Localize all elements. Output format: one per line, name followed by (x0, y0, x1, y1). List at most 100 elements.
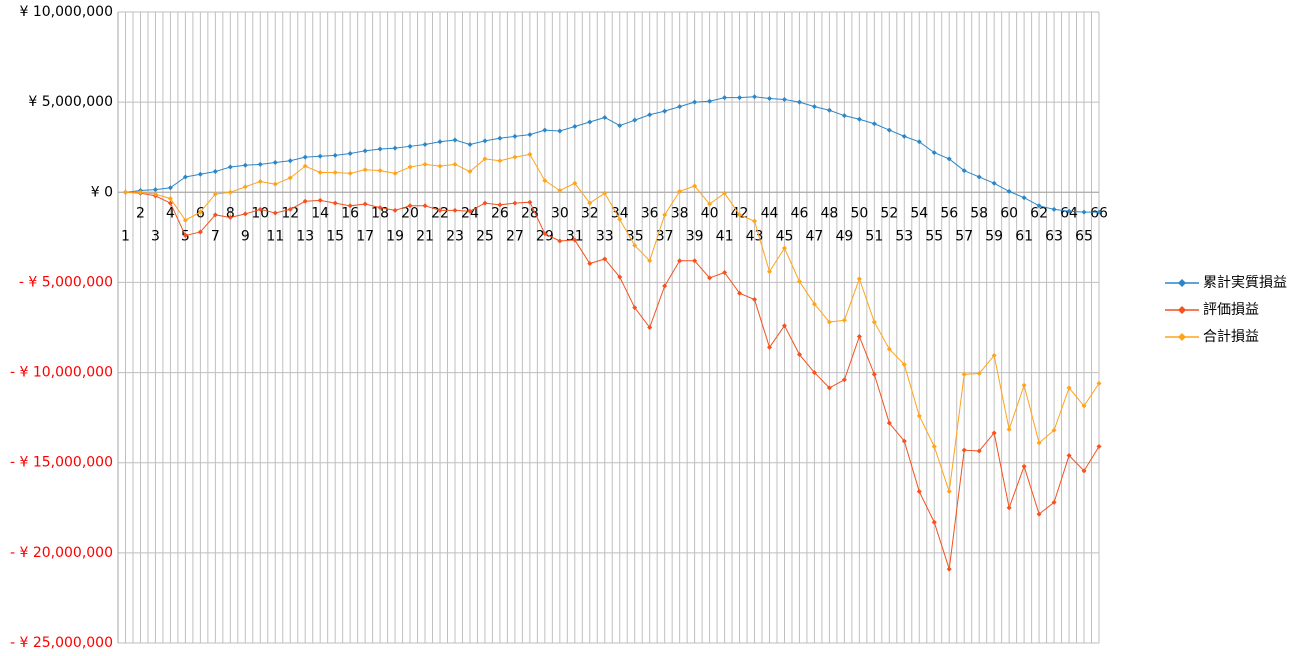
x-tick-label: 18 (371, 205, 389, 221)
data-point (377, 146, 383, 152)
y-tick-label: - ¥ 25,000,000 (10, 635, 113, 651)
data-point (722, 190, 728, 196)
data-point (752, 218, 758, 224)
x-tick-label: 3 (151, 228, 160, 244)
data-point (182, 174, 188, 180)
x-tick-label: 60 (1000, 205, 1018, 221)
data-point (1051, 206, 1057, 212)
data-point (272, 160, 278, 166)
data-point (991, 180, 997, 186)
data-point (452, 207, 458, 213)
x-tick-label: 28 (521, 205, 539, 221)
x-tick-label: 59 (985, 228, 1003, 244)
data-point (362, 201, 368, 207)
data-point (527, 132, 533, 138)
data-point (227, 189, 233, 195)
x-tick-label: 49 (835, 228, 853, 244)
data-point (122, 189, 128, 195)
data-point (737, 95, 743, 101)
data-point (467, 208, 473, 214)
data-point (227, 215, 233, 221)
data-point (242, 184, 248, 190)
series-line (125, 191, 1100, 570)
x-tick-label: 2 (136, 205, 145, 221)
x-tick-label: 34 (611, 205, 629, 221)
data-point (886, 346, 892, 352)
x-tick-label: 43 (746, 228, 764, 244)
data-point (737, 290, 743, 296)
y-tick-label: - ¥ 10,000,000 (10, 365, 113, 381)
data-point (1081, 468, 1087, 474)
x-tick-label: 33 (596, 228, 614, 244)
data-point (587, 119, 593, 125)
data-point (647, 112, 653, 118)
data-point (317, 153, 323, 159)
data-point (811, 104, 817, 110)
data-point (871, 121, 877, 127)
data-point (991, 352, 997, 358)
x-tick-label: 12 (281, 205, 299, 221)
data-point (826, 107, 832, 113)
data-point (482, 138, 488, 144)
data-point (602, 114, 608, 120)
x-tick-label: 44 (761, 205, 779, 221)
data-point (167, 185, 173, 191)
data-point (841, 317, 847, 323)
x-tick-label: 14 (311, 205, 329, 221)
data-point (377, 205, 383, 211)
x-tick-label: 50 (850, 205, 868, 221)
data-point (662, 283, 668, 289)
data-point (302, 154, 308, 160)
x-tick-label: 39 (686, 228, 704, 244)
data-point (781, 96, 787, 102)
data-point (497, 202, 503, 208)
x-tick-label: 62 (1030, 205, 1048, 221)
x-tick-label: 56 (940, 205, 958, 221)
data-point (737, 212, 743, 218)
data-point (347, 170, 353, 176)
data-point (197, 171, 203, 177)
x-tick-label: 63 (1045, 228, 1063, 244)
data-point (347, 203, 353, 209)
data-point (856, 334, 862, 340)
data-point (916, 139, 922, 145)
data-point (542, 178, 548, 184)
data-point (512, 200, 518, 206)
data-point (916, 413, 922, 419)
x-tick-label: 58 (970, 205, 988, 221)
data-point (796, 99, 802, 105)
x-tick-label: 37 (656, 228, 674, 244)
data-point (1021, 463, 1027, 469)
data-point (692, 183, 698, 189)
data-point (302, 163, 308, 169)
data-point (1051, 499, 1057, 505)
data-point (961, 371, 967, 377)
data-point (167, 196, 173, 202)
data-point (542, 231, 548, 237)
x-tick-label: 61 (1015, 228, 1033, 244)
data-point (1006, 505, 1012, 511)
data-point (557, 187, 563, 193)
x-tick-label: 57 (955, 228, 973, 244)
data-point (617, 216, 623, 222)
x-tick-label: 47 (806, 228, 824, 244)
x-tick-label: 36 (641, 205, 659, 221)
data-point (392, 207, 398, 213)
x-tick-label: 32 (581, 205, 599, 221)
data-point (707, 275, 713, 281)
x-tick-label: 9 (241, 228, 250, 244)
data-point (1036, 440, 1042, 446)
x-tick-label: 21 (416, 228, 434, 244)
data-point (931, 443, 937, 449)
x-tick-label: 25 (476, 228, 494, 244)
data-point (152, 191, 158, 197)
x-tick-label: 10 (251, 205, 269, 221)
data-point (946, 566, 952, 572)
data-point (976, 370, 982, 376)
data-point (557, 128, 563, 134)
data-point (1081, 403, 1087, 409)
y-tick-label: ¥ 0 (91, 184, 113, 200)
data-point (392, 170, 398, 176)
data-point (692, 258, 698, 264)
